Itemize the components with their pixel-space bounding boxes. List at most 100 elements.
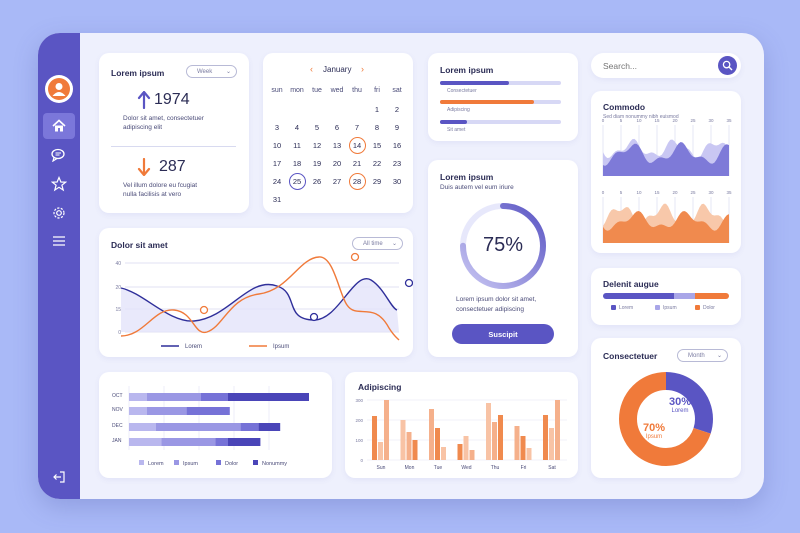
hbar-chart: OCT NOV DEC JAN Lorem Ipsum Dolor Nonummy: [112, 386, 309, 467]
calendar-day[interactable]: 24: [272, 177, 282, 186]
consectetuer-card: Consectetuer Month ⌄ 30% Lorem 70% Ipsum: [591, 338, 741, 478]
stats-period-label: Week: [197, 68, 213, 75]
calendar-day[interactable]: 29: [372, 177, 382, 186]
calendar-day[interactable]: 3: [274, 123, 280, 132]
calendar-day[interactable]: 19: [312, 159, 322, 168]
hbar-chart-card: OCT NOV DEC JAN Lorem Ipsum Dolor Nonummy: [99, 372, 332, 478]
stats-card: Lorem ipsum Week ⌄ 1974 Dolor sit amet, …: [99, 53, 249, 213]
adipiscing-ytick: 300: [355, 398, 363, 403]
calendar-day[interactable]: 8: [374, 123, 380, 132]
calendar-day[interactable]: 16: [392, 141, 402, 150]
progress-label: Sit amet: [447, 127, 466, 133]
hbar-category: NOV: [112, 407, 124, 413]
stats-period-select[interactable]: Week ⌄: [186, 65, 237, 78]
star-icon[interactable]: [47, 172, 71, 196]
search-button[interactable]: [718, 56, 737, 75]
delenit-legend-swatch: [611, 305, 616, 310]
calendar-day[interactable]: 20: [332, 159, 342, 168]
commodo-card: Commodo Sed diam nonummy nibh euismod 0 5…: [591, 91, 741, 253]
calendar-day[interactable]: 26: [312, 177, 322, 186]
chevron-down-icon: ⌄: [391, 241, 397, 247]
calendar-day[interactable]: 22: [372, 159, 382, 168]
calendar-weekday: wed: [330, 87, 344, 94]
calendar-day[interactable]: 13: [332, 141, 342, 150]
calendar-day[interactable]: 15: [372, 141, 382, 150]
calendar-day[interactable]: 30: [392, 177, 402, 186]
search-input[interactable]: [603, 59, 703, 72]
commodo-title: Commodo: [603, 102, 646, 112]
adipiscing-day-label: Thu: [491, 465, 500, 471]
adipiscing-bar: [429, 409, 434, 460]
stats-down-text-1: Vel illum dolore eu fcugiat: [123, 182, 198, 189]
hbar-segment: [201, 393, 228, 401]
hbar-legend-label: Nonummy: [262, 461, 287, 467]
donut-hole: [638, 391, 694, 447]
calendar-day[interactable]: 12: [312, 141, 322, 150]
commodo-tick: 5: [620, 190, 623, 195]
calendar-next-icon[interactable]: ›: [361, 64, 364, 74]
adipiscing-bar: [498, 415, 503, 460]
adipiscing-bar: [520, 436, 526, 460]
progress-fill: [440, 120, 467, 124]
line-chart-marker: [199, 305, 209, 315]
adipiscing-ytick: 100: [355, 438, 363, 443]
calendar-day[interactable]: 17: [272, 159, 282, 168]
commodo-tick: 20: [672, 118, 678, 123]
adipiscing-bar: [486, 403, 491, 460]
delenit-segment: [694, 293, 729, 299]
calendar-day[interactable]: 21: [352, 159, 362, 168]
calendar-card: ‹ January › sun mon tue wed thu fri sat 1 2 3 4 5 6 7…: [263, 53, 413, 213]
calendar-prev-icon[interactable]: ‹: [310, 64, 313, 74]
calendar-day[interactable]: 11: [293, 141, 301, 150]
logout-icon[interactable]: [47, 465, 71, 489]
calendar-day[interactable]: 28: [352, 177, 362, 186]
hbar-segment: [129, 393, 147, 401]
arrow-down-icon: [137, 158, 151, 176]
calendar-day[interactable]: 14: [352, 141, 362, 150]
calendar-day[interactable]: 6: [334, 123, 340, 132]
suscipit-button[interactable]: Suscipit: [452, 324, 554, 344]
calendar-day[interactable]: 23: [392, 159, 402, 168]
calendar-day[interactable]: 7: [354, 123, 360, 132]
calendar-day[interactable]: 18: [292, 159, 302, 168]
progress-track: [440, 120, 561, 124]
stats-down-text-2: nulla facilisis at vero: [123, 191, 182, 198]
avatar[interactable]: [45, 75, 73, 103]
menu-icon[interactable]: [47, 229, 71, 253]
hbar-segment: [147, 393, 201, 401]
consectetuer-period-select[interactable]: Month ⌄: [677, 349, 728, 362]
calendar-month: January: [323, 65, 352, 74]
calendar-day[interactable]: 9: [394, 123, 400, 132]
adipiscing-bar: [543, 415, 548, 460]
calendar-day[interactable]: 4: [294, 123, 300, 132]
gauge-title: Lorem ipsum: [440, 172, 494, 182]
calendar-day[interactable]: 1: [374, 105, 380, 114]
calendar-day[interactable]: 2: [394, 105, 400, 114]
calendar-day[interactable]: 31: [272, 195, 282, 204]
chat-icon[interactable]: [47, 143, 71, 167]
hbar-segment: [240, 423, 259, 431]
calendar-day[interactable]: 5: [314, 123, 320, 132]
lorem-line: [120, 278, 398, 322]
commodo-tick: 20: [672, 190, 678, 195]
search-box[interactable]: [591, 53, 741, 78]
calendar-weekday: thu: [352, 87, 362, 94]
calendar-weekday: mon: [290, 87, 304, 94]
delenit-segment: [673, 293, 695, 299]
stats-up-text-2: adipiscing elit: [123, 124, 163, 131]
adipiscing-bar: [378, 442, 383, 460]
hbar-legend-label: Dolor: [225, 461, 238, 467]
commodo-tick: 15: [654, 190, 660, 195]
home-icon[interactable]: [43, 113, 75, 139]
adipiscing-bar: [372, 416, 377, 460]
adipiscing-bar: [435, 428, 440, 460]
adipiscing-bar: [514, 426, 520, 460]
gauge-fill: [460, 203, 546, 289]
donut-value: 70%: [643, 422, 665, 434]
calendar-day[interactable]: 27: [332, 177, 342, 186]
progress-card: Lorem ipsum Consectetuer Adipiscing Sit am…: [428, 53, 578, 141]
calendar-day[interactable]: 25: [292, 177, 302, 186]
gear-icon[interactable]: [47, 201, 71, 225]
line-chart-period-select[interactable]: All time ⌄: [352, 237, 403, 250]
calendar-day[interactable]: 10: [272, 141, 282, 150]
